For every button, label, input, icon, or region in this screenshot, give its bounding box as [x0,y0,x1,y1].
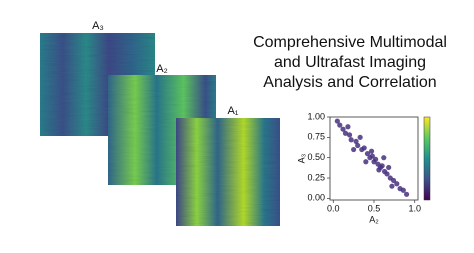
point [363,159,369,165]
point [386,164,392,171]
point [346,132,353,138]
panel-label: A₁ [227,105,238,117]
panel-label: A₂ [156,63,168,75]
plot-frame [329,116,419,201]
panel-label: A₃ [92,20,104,32]
point [381,155,387,161]
point [390,177,397,184]
x-tick-label: 0.0 [327,203,340,213]
point [373,156,379,162]
point [384,171,390,177]
point [400,187,406,193]
title-line: Comprehensive Multimodal [253,34,447,51]
point [340,126,346,132]
y-tick-label: 0.50 [307,152,325,162]
x-tick-label: 0.5 [368,203,381,213]
point [361,145,367,151]
scatter-plot: 0.0 0.5 1.0 0.00 0.25 0.50 0.75 1.00 A₂ A₃ [296,111,421,224]
y-axis-label: A₃ [296,153,306,163]
point [353,138,359,145]
point [342,130,349,136]
point [376,167,382,173]
point [394,181,400,187]
y-tick-label: 0.75 [307,132,325,142]
y-tick-label: 1.00 [307,111,325,121]
point [379,163,385,169]
point [403,191,410,197]
point [357,134,363,140]
point [364,151,371,157]
heatmap [176,118,280,226]
title-line: Analysis and Correlation [263,74,436,91]
point [337,122,343,128]
point [351,146,357,153]
point [345,124,351,130]
point [369,153,375,159]
colorbar [423,116,431,201]
point [355,142,361,149]
y-tick-label: 0.00 [307,193,325,203]
point [334,118,340,124]
x-axis-label: A₂ [369,214,379,224]
title-line: and Ultrafast Imaging [274,54,426,71]
y-tick-label: 0.25 [307,172,325,182]
x-tick-label: 1.0 [408,203,421,213]
point [389,183,395,189]
point [368,148,375,154]
point [348,137,354,143]
